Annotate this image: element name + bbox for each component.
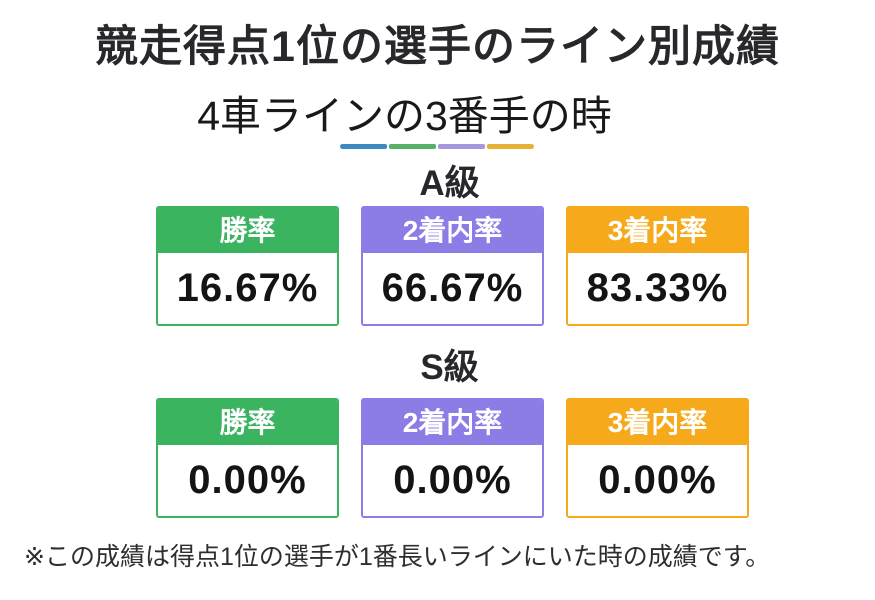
stat-card-s-top2-rate: 2着内率 0.00% <box>361 398 544 518</box>
stat-card-value: 83.33% <box>568 253 747 324</box>
stat-card-header: 3着内率 <box>568 208 747 253</box>
cards-row-s-grade: 勝率 0.00% 2着内率 0.00% 3着内率 0.00% <box>15 398 875 518</box>
stat-card-a-top2-rate: 2着内率 66.67% <box>361 206 544 326</box>
stat-card-header: 勝率 <box>158 400 337 445</box>
stat-card-header: 勝率 <box>158 208 337 253</box>
divider-segment-green <box>389 144 436 149</box>
stat-card-s-top3-rate: 3着内率 0.00% <box>566 398 749 518</box>
stat-card-header: 2着内率 <box>363 400 542 445</box>
page-title: 競走得点1位の選手のライン別成績 <box>95 23 780 71</box>
stat-card-a-top3-rate: 3着内率 83.33% <box>566 206 749 326</box>
divider-segment-purple <box>438 144 485 149</box>
stat-card-value: 0.00% <box>158 445 337 516</box>
stat-card-value: 0.00% <box>568 445 747 516</box>
footnote: ※この成績は得点1位の選手が1番長いラインにいた時の成績です。 <box>24 543 771 571</box>
divider-segment-blue <box>340 144 387 149</box>
page-subtitle: 4車ラインの3番手の時 <box>197 93 612 139</box>
stat-card-s-win-rate: 勝率 0.00% <box>156 398 339 518</box>
stat-card-a-win-rate: 勝率 16.67% <box>156 206 339 326</box>
stat-card-value: 16.67% <box>158 253 337 324</box>
cards-row-a-grade: 勝率 16.67% 2着内率 66.67% 3着内率 83.33% <box>15 206 875 326</box>
stat-card-header: 2着内率 <box>363 208 542 253</box>
divider-bar <box>340 144 534 149</box>
divider-segment-yellow <box>487 144 534 149</box>
grade-label-a: A級 <box>419 164 480 203</box>
stat-card-header: 3着内率 <box>568 400 747 445</box>
stat-card-value: 0.00% <box>363 445 542 516</box>
grade-label-s: S級 <box>420 348 479 387</box>
stat-card-value: 66.67% <box>363 253 542 324</box>
